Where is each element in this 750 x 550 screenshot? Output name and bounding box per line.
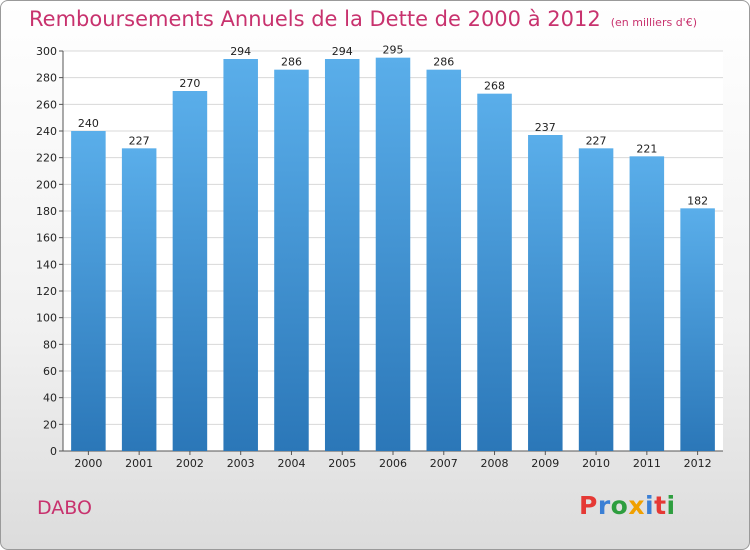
bar: [71, 131, 106, 451]
x-tick-label: 2003: [227, 457, 255, 470]
bar: [477, 93, 512, 452]
bar: [375, 57, 411, 452]
x-tick-label: 2011: [633, 457, 661, 470]
bar-value-label: 227: [129, 134, 150, 147]
chart-subtitle: (en milliers d'€): [610, 16, 697, 29]
x-tick-label: 2006: [379, 457, 407, 470]
x-tick-label: 2002: [176, 457, 204, 470]
logo-letter: o: [610, 491, 629, 520]
logo-letter: t: [654, 491, 667, 520]
bar: [274, 69, 309, 452]
x-tick-label: 2007: [430, 457, 458, 470]
y-tick-label: 120: [36, 285, 57, 298]
bar-value-label: 295: [383, 44, 404, 57]
bar-value-label: 294: [332, 45, 353, 58]
chart-title: Remboursements Annuels de la Dette de 20…: [29, 7, 697, 31]
x-tick-label: 2012: [684, 457, 712, 470]
y-tick-label: 20: [43, 418, 57, 431]
y-tick-label: 160: [36, 232, 57, 245]
y-tick-label: 60: [43, 365, 57, 378]
x-tick-label: 2000: [74, 457, 102, 470]
x-tick-label: 2008: [481, 457, 509, 470]
y-tick-label: 280: [36, 72, 57, 85]
y-tick-label: 0: [50, 445, 57, 458]
y-tick-label: 260: [36, 98, 57, 111]
y-tick-label: 180: [36, 205, 57, 218]
logo-letter: r: [597, 491, 611, 520]
bar-value-label: 294: [230, 45, 251, 58]
bar: [324, 59, 360, 451]
x-tick-label: 2004: [277, 457, 305, 470]
logo-letter: P: [579, 491, 598, 520]
bar-value-label: 221: [636, 142, 657, 155]
bar-value-label: 240: [78, 117, 99, 130]
x-tick-label: 2001: [125, 457, 153, 470]
bar: [680, 208, 715, 451]
proxiti-logo: Proxiti: [579, 491, 676, 520]
bar-value-label: 286: [433, 56, 454, 69]
bar-value-label: 227: [586, 134, 607, 147]
y-tick-label: 140: [36, 258, 57, 271]
bar: [172, 91, 208, 451]
y-tick-label: 40: [43, 392, 57, 405]
y-tick-label: 100: [36, 312, 57, 325]
logo-letter: x: [628, 491, 645, 520]
bar-value-label: 268: [484, 80, 505, 93]
y-tick-label: 300: [36, 45, 57, 58]
y-tick-label: 80: [43, 338, 57, 351]
y-tick-label: 240: [36, 125, 57, 138]
y-tick-label: 220: [36, 152, 57, 165]
bar-value-label: 237: [535, 121, 556, 134]
bar: [629, 156, 665, 452]
bar: [528, 135, 563, 451]
logo-letter: i: [666, 491, 676, 520]
bar-value-label: 270: [179, 77, 200, 90]
bar: [578, 148, 614, 452]
city-name: DABO: [37, 497, 92, 519]
x-tick-label: 2005: [328, 457, 356, 470]
bar: [426, 69, 462, 452]
x-tick-label: 2010: [582, 457, 610, 470]
chart-title-text: Remboursements Annuels de la Dette de 20…: [29, 7, 601, 31]
bar: [223, 59, 258, 451]
bar-value-label: 286: [281, 56, 302, 69]
bar: [121, 148, 157, 452]
bar-value-label: 182: [687, 194, 708, 207]
x-tick-label: 2009: [531, 457, 559, 470]
y-tick-label: 200: [36, 178, 57, 191]
logo-letter: i: [645, 491, 655, 520]
